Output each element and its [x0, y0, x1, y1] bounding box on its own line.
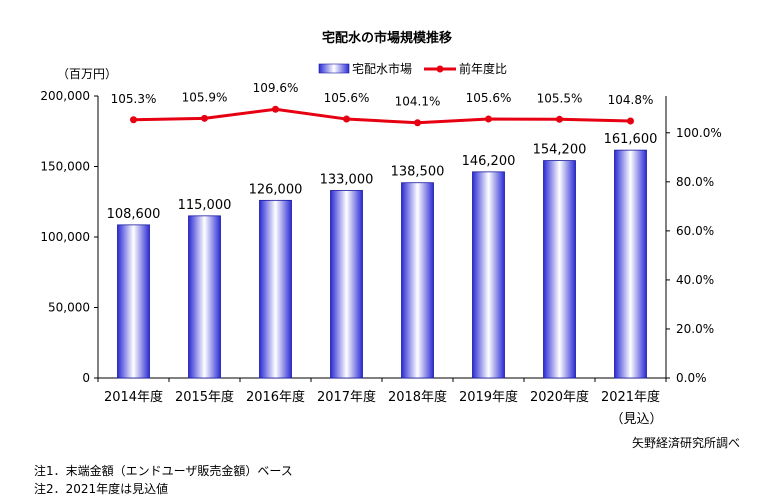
bar — [614, 149, 647, 379]
unit-label: （百万円） — [57, 67, 117, 81]
y-right-tick-label: 20.0% — [676, 322, 714, 336]
bar-value-labels: 108,600 115,000 126,000 133,000 138,500 146,2… — [107, 132, 658, 222]
yoy-value-label: 105.9% — [182, 90, 228, 104]
bar — [330, 190, 363, 379]
bar-value-label: 146,200 — [462, 154, 516, 169]
bar-value-label: 138,500 — [391, 165, 445, 180]
y-left-tick-label: 150,000 — [40, 160, 90, 174]
x-tick-label: 2019年度 — [459, 389, 518, 405]
x-tick-label: 2014年度 — [104, 389, 163, 405]
legend-line-marker — [436, 65, 444, 73]
yoy-value-label: 105.3% — [111, 92, 157, 106]
bar-value-label: 161,600 — [604, 132, 658, 147]
bar-value-label: 108,600 — [107, 207, 161, 222]
bar — [472, 171, 505, 379]
chart-title: 宅配水の市場規模推移 — [322, 30, 452, 46]
y-left-tick-label: 50,000 — [48, 301, 90, 315]
yoy-point — [556, 115, 563, 123]
bar-value-label: 154,200 — [533, 143, 587, 158]
yoy-value-label: 104.1% — [395, 95, 441, 109]
bar — [117, 224, 150, 379]
y-right-tick-label: 60.0% — [676, 224, 714, 238]
legend-bar-swatch — [318, 63, 350, 74]
bar — [543, 160, 576, 379]
x-tick-label: 2020年度 — [530, 389, 589, 405]
bar — [259, 199, 292, 379]
y-right-tick-label: 80.0% — [676, 175, 714, 189]
legend: 宅配水市場 前年度比 — [318, 61, 507, 76]
yoy-line-path — [133, 107, 631, 125]
bar-value-label: 126,000 — [249, 182, 303, 197]
yoy-line — [130, 105, 634, 127]
x-tick-label: 2016年度 — [246, 389, 305, 405]
yoy-value-label: 105.5% — [537, 91, 583, 105]
yoy-value-labels: 105.3% 105.9% 109.6% 105.6% 104.1% 105.6% 105.… — [111, 81, 654, 108]
bar — [188, 215, 221, 379]
yoy-point — [130, 116, 137, 124]
y-right-tick-label: 40.0% — [676, 273, 714, 287]
x-tick-label: 2018年度 — [388, 389, 447, 405]
axes: 0 50,000 100,000 150,000 200,000 0.0% 20.0% 40.… — [40, 89, 721, 385]
yoy-value-label: 105.6% — [466, 91, 512, 105]
yoy-point — [414, 119, 421, 127]
y-left-tick-label: 200,000 — [40, 89, 90, 103]
y-right-tick-label: 0.0% — [676, 371, 707, 385]
bar-value-label: 115,000 — [178, 198, 232, 213]
bar-value-label: 133,000 — [320, 172, 374, 187]
yoy-value-label: 105.6% — [324, 91, 370, 105]
y-left-tick-label: 0 — [82, 371, 90, 385]
y-left-tick-label: 100,000 — [40, 230, 90, 244]
bars — [117, 149, 647, 379]
yoy-point — [343, 115, 350, 123]
x-tick-label: 2021年度 — [601, 389, 660, 405]
legend-bar-label: 宅配水市場 — [352, 61, 412, 76]
x-tick-label: 2017年度 — [317, 389, 376, 405]
legend-line-label: 前年度比 — [459, 61, 507, 76]
bar — [401, 182, 434, 379]
yoy-value-label: 109.6% — [253, 81, 299, 95]
yoy-point — [201, 114, 208, 122]
x-tick-sublabel: （見込） — [610, 412, 662, 427]
yoy-point — [627, 117, 634, 125]
y-right-tick-label: 100.0% — [676, 126, 722, 140]
note-1: 注1．末端金額（エンドユーザ販売金額）ベース — [34, 464, 293, 478]
yoy-value-label: 104.8% — [608, 93, 654, 107]
source-note: 矢野経済研究所調べ — [631, 436, 740, 450]
note-2: 注2．2021年度は見込値 — [34, 482, 169, 496]
yoy-point — [485, 115, 492, 123]
x-tick-labels: 2014年度 2015年度 2016年度 2017年度 2018年度 2019年度 2020… — [104, 389, 663, 427]
x-tick-label: 2015年度 — [175, 389, 234, 405]
yoy-point — [272, 105, 279, 113]
